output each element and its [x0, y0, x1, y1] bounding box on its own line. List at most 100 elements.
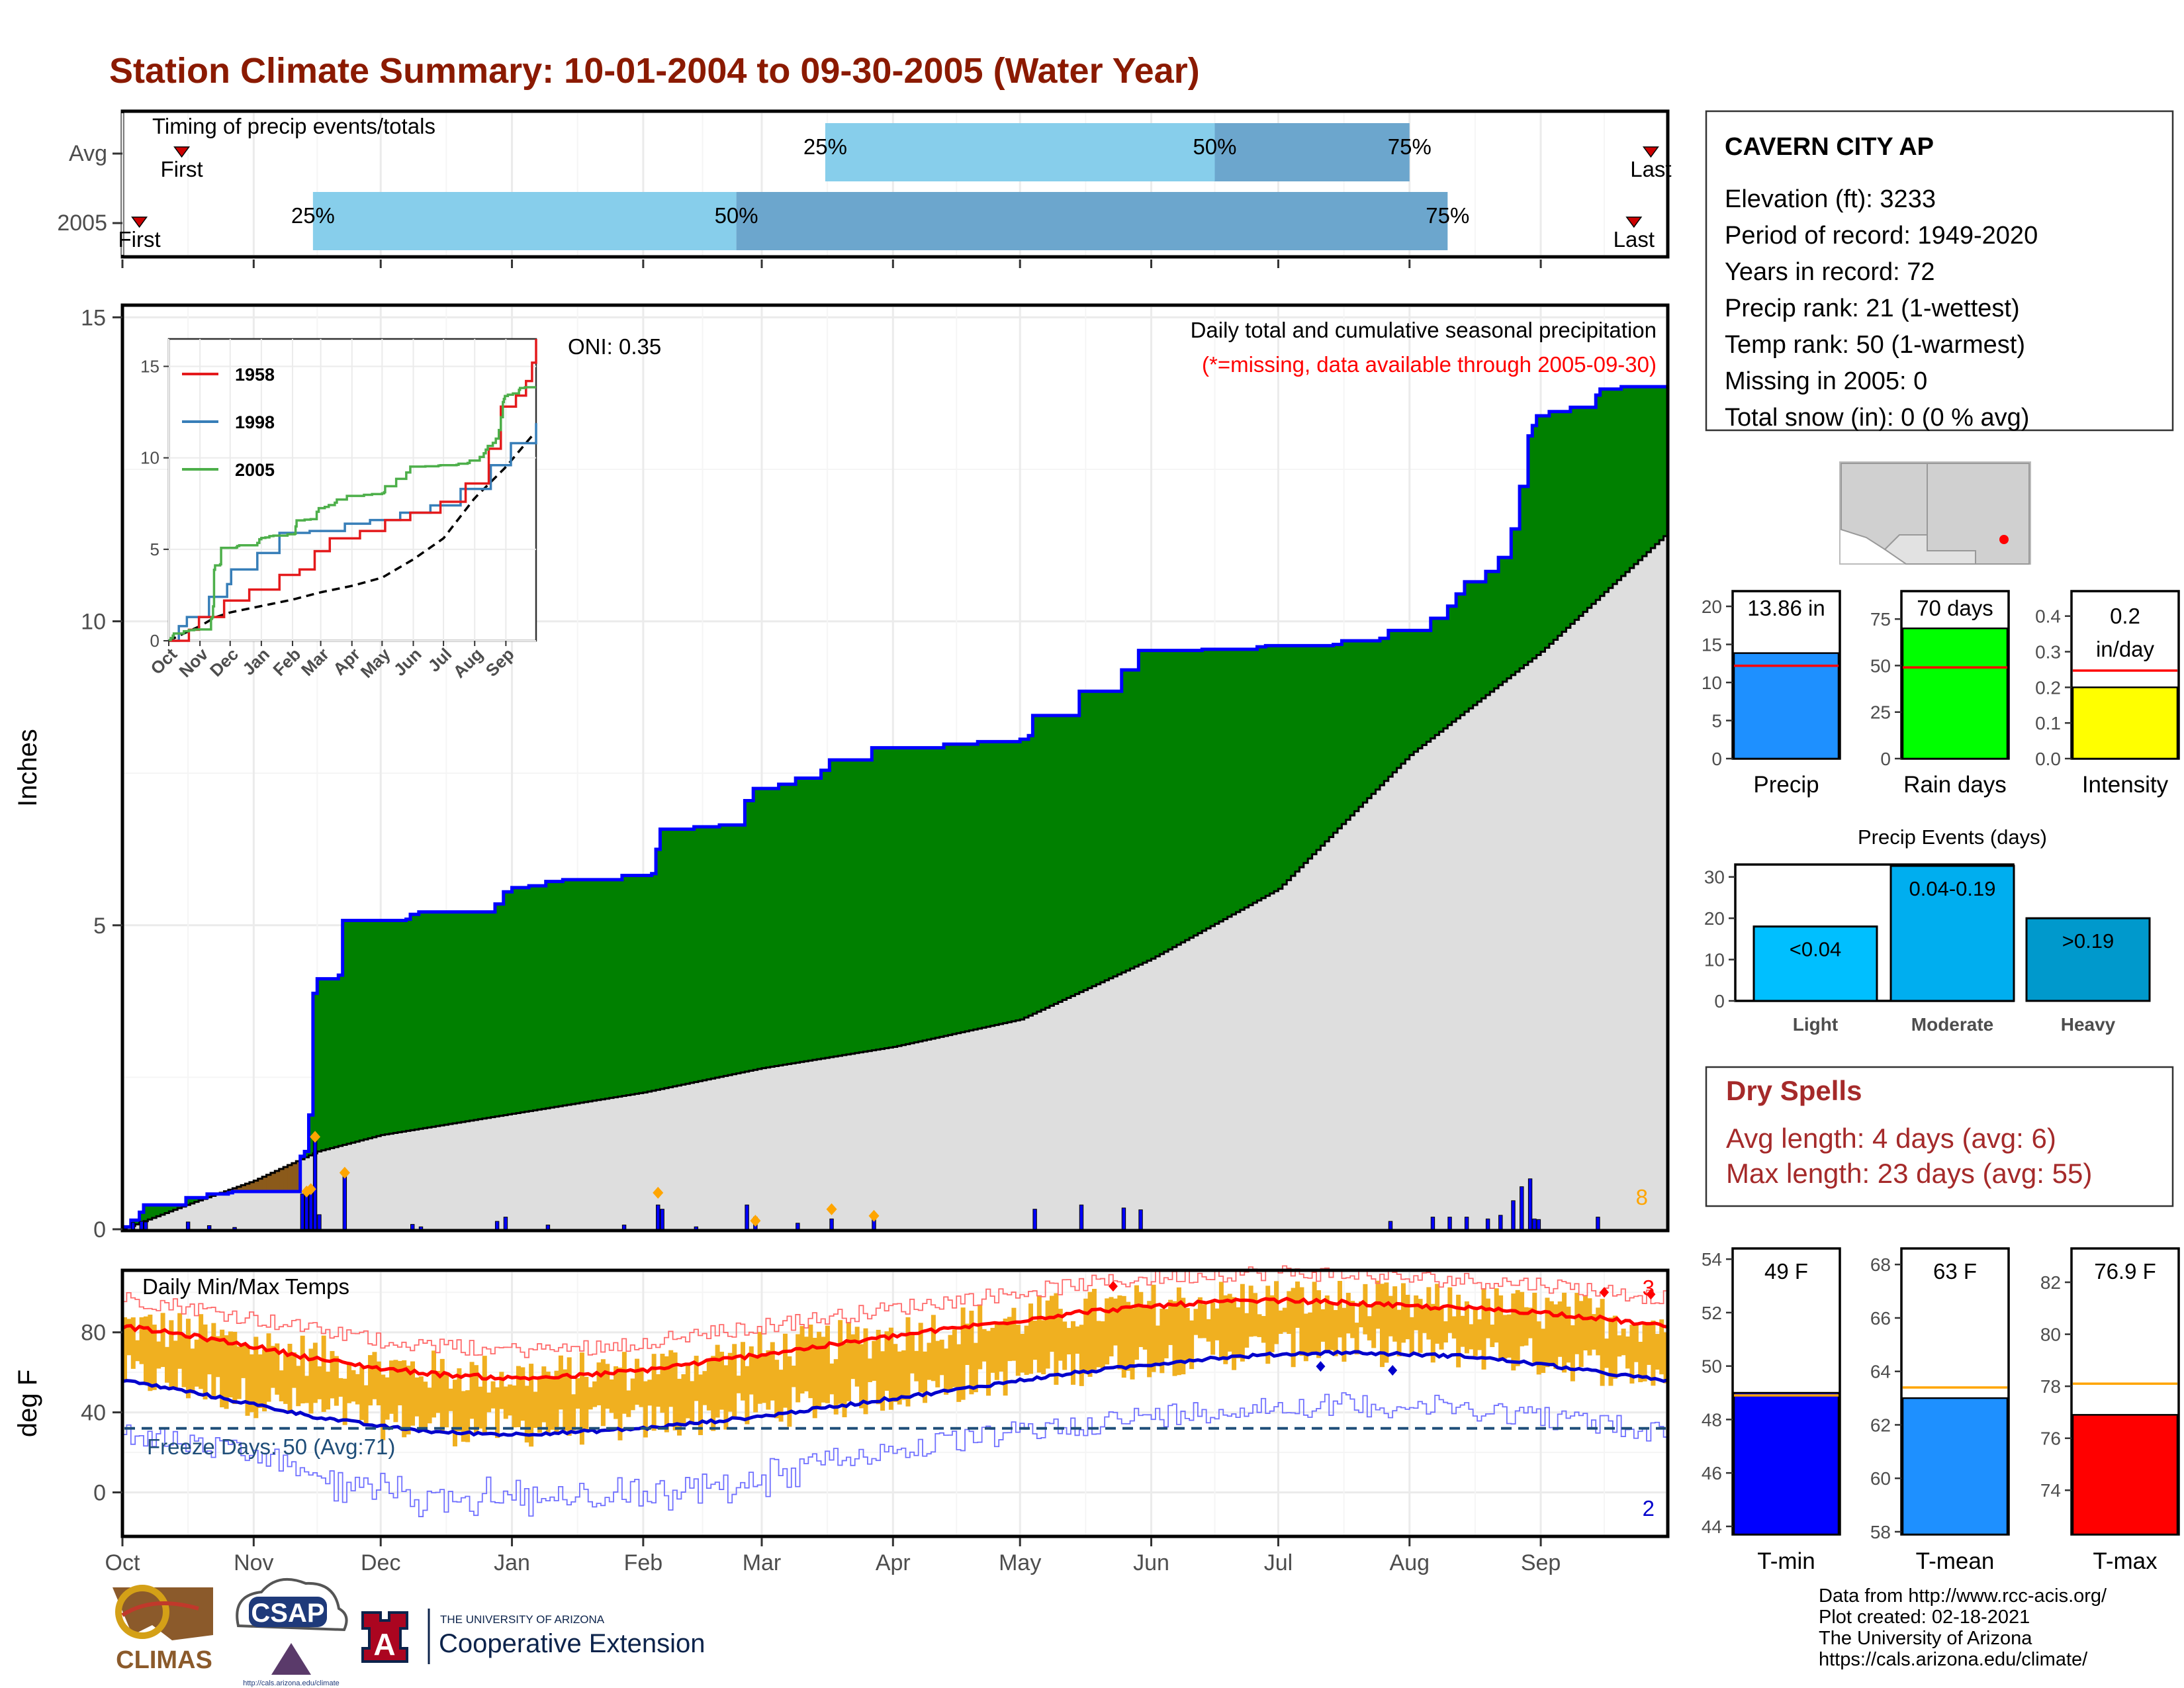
daily-temp-range-bar	[1202, 1304, 1207, 1338]
month-tick-label: Sep	[1521, 1550, 1561, 1575]
record-high-marker	[1646, 1289, 1656, 1300]
inset-series-lines	[168, 339, 537, 642]
daily-temp-range-bar	[1659, 1319, 1664, 1375]
dry-spells-frame	[1705, 1066, 2174, 1207]
precip-y-tick-label: 10	[81, 610, 106, 635]
footer-university: The University of Arizona	[1819, 1628, 2032, 1649]
daily-precip-bar	[621, 1225, 627, 1230]
daily-temp-range-bar	[1087, 1291, 1093, 1377]
precip-event-value-label: <0.04	[1790, 938, 1841, 961]
daily-temp-range-bar	[1591, 1314, 1596, 1350]
daily-temp-range-bar	[1477, 1319, 1482, 1350]
daily-temp-range-bar	[1265, 1286, 1271, 1364]
timing-bar-50-75	[1214, 123, 1410, 181]
temp-panel: Daily Min/Max Temps Freeze Days: 50 (Avg…	[13, 1265, 1670, 1575]
summary-bar-label: Rain days	[1903, 772, 2007, 798]
daily-temp-range-bar	[905, 1317, 911, 1407]
daily-temp-range-bar	[1557, 1301, 1563, 1357]
summary-bar-label: Precip	[1753, 772, 1819, 798]
timing-label-25: 25%	[291, 203, 335, 228]
daily-temp-range-bar	[588, 1387, 593, 1410]
daily-temp-range-bar	[287, 1344, 293, 1414]
daily-temp-range-bar	[236, 1346, 242, 1399]
summary-y-tick-label: 0	[1880, 749, 1891, 769]
daily-temp-range-bar	[1647, 1322, 1652, 1365]
daily-temp-range-bar	[372, 1352, 377, 1399]
daily-temp-range-bar	[719, 1351, 725, 1410]
summary-y-tick-label: 5	[1711, 711, 1722, 731]
temp-y-tick-label: 80	[81, 1321, 106, 1346]
climas-logo-sun	[115, 1585, 169, 1639]
daily-temp-range-bar	[563, 1369, 568, 1431]
daily-temp-range-bar	[698, 1374, 704, 1435]
daily-temp-range-bar	[334, 1356, 339, 1406]
daily-temp-range-bar	[393, 1360, 398, 1423]
station-temp-rank: Temp rank: 50 (1-warmest)	[1725, 331, 2025, 359]
daily-temp-range-bar	[351, 1370, 356, 1402]
record-high-marker	[1600, 1287, 1610, 1298]
daily-temp-range-bar	[169, 1320, 174, 1388]
temp-summary-y-tick-label: 64	[1870, 1362, 1891, 1382]
daily-temp-range-bar	[694, 1356, 699, 1401]
ua-small-text: THE UNIVERSITY OF ARIZONA	[440, 1613, 605, 1626]
daily-temp-range-bar	[1007, 1317, 1013, 1362]
last-event-marker	[1625, 216, 1643, 228]
daily-temp-range-bar	[270, 1346, 275, 1388]
timing-row-label-2005: 2005	[57, 211, 107, 236]
daily-temp-range-bar	[253, 1336, 259, 1419]
daily-temp-range-bar	[1091, 1289, 1097, 1370]
daily-temp-range-bar	[1312, 1282, 1317, 1353]
daily-precip-bar	[1485, 1218, 1490, 1230]
daily-temp-range-bar	[397, 1361, 402, 1405]
daily-temp-range-bar	[457, 1368, 462, 1432]
daily-temp-range-bar	[1629, 1325, 1635, 1384]
daily-temp-range-bar	[427, 1387, 432, 1424]
temp-summary-y-tick-label: 80	[2040, 1325, 2061, 1345]
daily-temp-range-bar	[990, 1327, 995, 1373]
daily-temp-range-bar	[1274, 1281, 1279, 1344]
daily-temp-range-bar	[884, 1331, 889, 1391]
daily-temp-range-bar	[550, 1378, 555, 1430]
daily-temp-range-bar	[960, 1307, 966, 1400]
precip-event-count: 8	[1636, 1185, 1648, 1209]
daily-temp-range-bar	[1498, 1295, 1504, 1361]
daily-temp-range-bar	[571, 1394, 576, 1430]
precip-event-bar	[1889, 865, 2015, 1002]
temp-summary-y-tick-label: 68	[1870, 1254, 1891, 1275]
daily-temp-range-bar	[630, 1378, 635, 1411]
daily-temp-range-bar	[1532, 1292, 1537, 1363]
daily-precip-bar	[206, 1225, 212, 1230]
daily-precip-bar	[1388, 1221, 1393, 1230]
daily-temp-range-bar	[266, 1333, 271, 1402]
daily-temp-range-bar	[342, 1378, 347, 1425]
daily-temp-range-bar	[614, 1366, 619, 1419]
daily-temp-range-bars	[122, 1280, 1668, 1447]
temp-summary-y-tick-label: 62	[1870, 1415, 1891, 1435]
daily-temp-range-bar	[516, 1366, 521, 1428]
daily-temp-range-bar	[143, 1316, 148, 1385]
daily-precip-bar	[342, 1174, 347, 1230]
daily-temp-range-bar	[621, 1352, 627, 1414]
daily-temp-range-bar	[1460, 1315, 1465, 1347]
daily-precip-bar	[1464, 1217, 1469, 1230]
daily-temp-range-bar	[1240, 1284, 1245, 1362]
daily-precip-bar	[130, 1222, 136, 1230]
daily-temp-range-bar	[1485, 1298, 1490, 1338]
footer-plot-created: Plot created: 02-18-2021	[1819, 1607, 2030, 1628]
month-tick-label: May	[999, 1550, 1041, 1575]
precip-events-y-tick-label: 10	[1704, 950, 1725, 970]
daily-temp-range-bar	[423, 1382, 428, 1432]
daily-temp-range-bar	[914, 1350, 919, 1382]
precip-events-chart: Precip Events (days) 0 10 20 30 <0.04 Light 0.…	[1704, 825, 2151, 1035]
daily-temp-range-bar	[825, 1325, 830, 1403]
daily-precip-bar	[143, 1221, 148, 1230]
daily-temp-range-bar	[1426, 1287, 1432, 1340]
daily-temp-range-bar	[1608, 1317, 1614, 1386]
daily-temp-range-bar	[330, 1350, 335, 1399]
temp-summary-bar	[1733, 1391, 1840, 1536]
daily-temp-range-bar	[1206, 1319, 1211, 1342]
timing-label-25: 25%	[803, 134, 847, 159]
first-event-label: First	[160, 157, 203, 181]
daily-temp-range-bar	[1435, 1284, 1440, 1344]
daily-temp-range-bar	[1574, 1293, 1580, 1354]
